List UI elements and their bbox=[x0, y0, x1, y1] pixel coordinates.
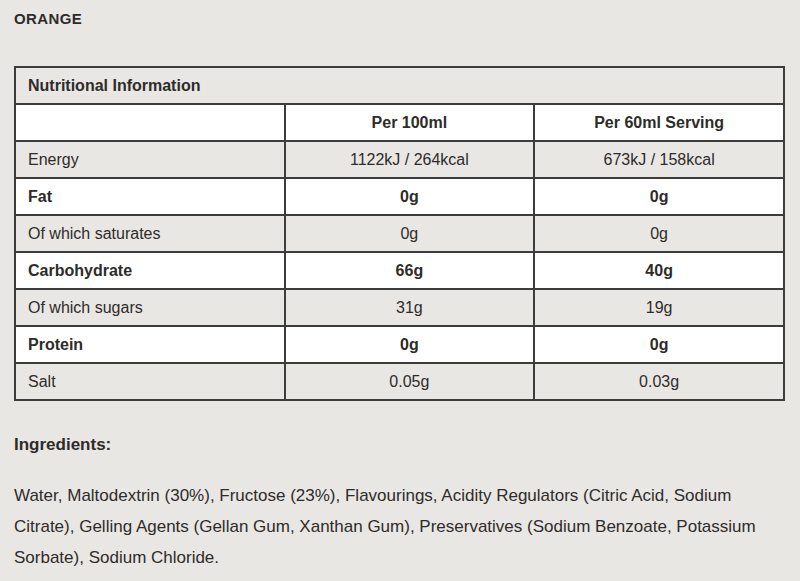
row-label: Fat bbox=[15, 178, 285, 215]
product-title: ORANGE bbox=[14, 10, 786, 28]
row-value-per-100ml: 66g bbox=[285, 252, 535, 289]
ingredients-heading: Ingredients: bbox=[14, 435, 786, 455]
row-label: Energy bbox=[15, 141, 285, 178]
row-value-per-serving: 0g bbox=[534, 178, 784, 215]
row-value-per-serving: 0g bbox=[534, 326, 784, 363]
table-title-row: Nutritional Information bbox=[15, 67, 784, 104]
nutrition-label-page: ORANGE Nutritional Information Per 100ml… bbox=[0, 0, 800, 581]
column-header-per-serving: Per 60ml Serving bbox=[534, 104, 784, 141]
row-value-per-100ml: 0g bbox=[285, 178, 535, 215]
table-row-saturates: Of which saturates 0g 0g bbox=[15, 215, 784, 252]
ingredients-text: Water, Maltodextrin (30%), Fructose (23%… bbox=[14, 480, 786, 573]
table-row-sugars: Of which sugars 31g 19g bbox=[15, 289, 784, 326]
row-value-per-serving: 0g bbox=[534, 215, 784, 252]
row-value-per-serving: 673kJ / 158kcal bbox=[534, 141, 784, 178]
row-value-per-100ml: 1122kJ / 264kcal bbox=[285, 141, 535, 178]
ingredients-section: Ingredients: Water, Maltodextrin (30%), … bbox=[14, 435, 786, 573]
row-value-per-serving: 0.03g bbox=[534, 363, 784, 400]
column-header-per-100ml: Per 100ml bbox=[285, 104, 535, 141]
row-value-per-serving: 19g bbox=[534, 289, 784, 326]
table-row-energy: Energy 1122kJ / 264kcal 673kJ / 158kcal bbox=[15, 141, 784, 178]
row-value-per-100ml: 0g bbox=[285, 215, 535, 252]
table-title: Nutritional Information bbox=[15, 67, 784, 104]
row-label: Protein bbox=[15, 326, 285, 363]
row-label: Of which saturates bbox=[15, 215, 285, 252]
table-row-protein: Protein 0g 0g bbox=[15, 326, 784, 363]
table-row-salt: Salt 0.05g 0.03g bbox=[15, 363, 784, 400]
nutrition-table: Nutritional Information Per 100ml Per 60… bbox=[14, 66, 785, 401]
row-value-per-100ml: 0g bbox=[285, 326, 535, 363]
table-row-fat: Fat 0g 0g bbox=[15, 178, 784, 215]
row-label: Carbohydrate bbox=[15, 252, 285, 289]
row-value-per-100ml: 0.05g bbox=[285, 363, 535, 400]
column-header-row: Per 100ml Per 60ml Serving bbox=[15, 104, 784, 141]
row-label: Salt bbox=[15, 363, 285, 400]
table-row-carbohydrate: Carbohydrate 66g 40g bbox=[15, 252, 784, 289]
column-header-empty bbox=[15, 104, 285, 141]
row-label: Of which sugars bbox=[15, 289, 285, 326]
row-value-per-serving: 40g bbox=[534, 252, 784, 289]
row-value-per-100ml: 31g bbox=[285, 289, 535, 326]
